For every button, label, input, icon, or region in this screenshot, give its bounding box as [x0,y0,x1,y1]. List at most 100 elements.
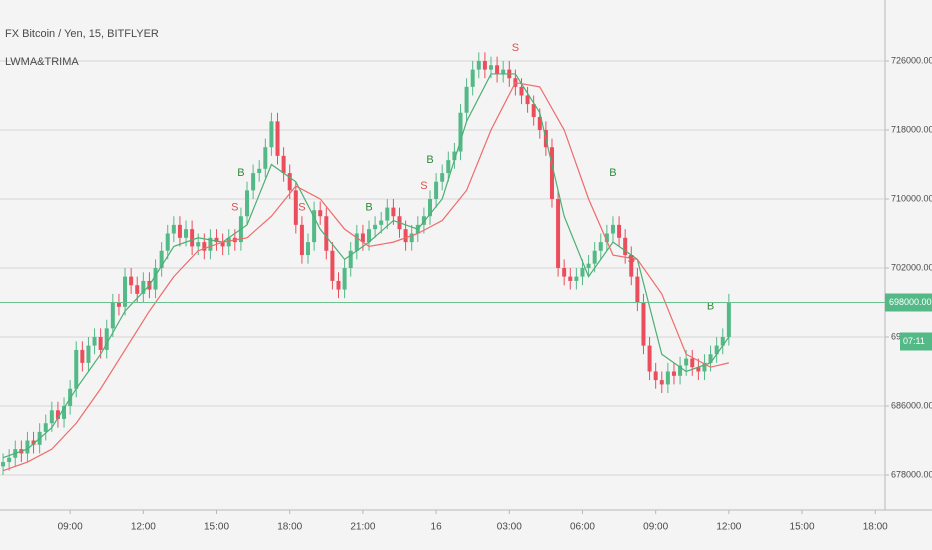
x-tick-label: 09:00 [643,522,668,533]
candle-body [671,371,676,376]
candle-body [196,242,201,247]
x-tick-label: 06:00 [570,522,595,533]
candle-body [330,250,335,281]
candle-body [501,69,506,74]
candle-body [110,302,115,329]
candle-body [537,117,542,130]
candle-body [604,233,609,243]
candle-body [49,410,54,424]
candle-body [403,229,408,243]
candle-body [98,336,103,350]
signal-label: S [298,202,305,214]
candle-body [269,121,274,148]
candle-body [281,155,286,174]
candle-body [220,242,225,247]
candle-body [7,457,12,463]
signal-label: B [237,167,244,179]
chart-title: FX Bitcoin / Yen, 15, BITFLYER [5,28,159,40]
signal-label: B [707,301,714,313]
candle-body [367,229,372,243]
candle-body [488,65,493,70]
candle-body [129,276,134,286]
signal-label: S [628,253,635,265]
candle-body [379,220,384,225]
signal-label: S [231,202,238,214]
candle-body [299,224,304,256]
candle-body [214,237,219,243]
candle-body [690,358,695,368]
signal-label: B [365,202,372,214]
candle-body [653,371,658,381]
candle-body [55,410,60,419]
x-tick-label: 18:00 [277,522,302,533]
x-tick-label: 03:00 [497,522,522,533]
candle-body [568,276,573,281]
candle-body [165,233,170,251]
candle-body [476,60,481,70]
x-tick-label: 18:00 [863,522,888,533]
candle-body [629,255,634,277]
candle-body [251,173,256,191]
candle-body [427,198,432,217]
candle-body [80,349,85,363]
y-tick-label: 710000.00 [891,193,932,203]
candle-body [202,242,207,251]
indicator-line [2,81,729,472]
candle-body [385,207,390,221]
candle-body [31,440,36,445]
candle-body [287,173,292,191]
x-tick-label: 12:00 [716,522,741,533]
y-tick-label: 718000.00 [891,124,932,134]
candle-body [74,349,79,389]
candle-body [531,104,536,118]
candle-body [440,173,445,182]
candle-body [586,263,591,268]
candle-body [641,302,646,346]
candle-body [482,60,487,70]
candle-body [617,224,622,238]
x-tick-label: 21:00 [350,522,375,533]
candle-body [92,336,97,346]
last-price-label: 698000.00 [889,297,932,307]
candle-body [226,237,231,247]
countdown-box [900,332,932,351]
candle-body [458,112,463,152]
signal-label: B [609,167,616,179]
candle-body [62,405,67,419]
candle-body [25,440,30,454]
signal-label: B [426,154,433,166]
candle-body [580,267,585,277]
candle-body [562,267,567,277]
candle-body [659,380,664,385]
y-tick-label: 702000.00 [891,262,932,272]
candle-body [708,354,713,363]
x-tick-label: 09:00 [58,522,83,533]
y-tick-label: 686000.00 [891,400,932,410]
candle-body [245,190,250,217]
candle-body [495,65,500,74]
candle-body [263,147,268,169]
candle-body [421,216,426,225]
signal-label: S [512,42,519,54]
y-tick-label: 726000.00 [891,55,932,65]
plot-area [0,52,885,476]
candle-body [391,207,396,217]
x-tick-label: 15:00 [790,522,815,533]
candle-body [123,276,128,307]
candle-body [635,276,640,303]
candle-body [519,86,524,96]
candle-body [623,237,628,256]
candle-body [135,285,140,294]
countdown-label: 07:11 [903,336,925,346]
candle-body [464,86,469,113]
candle-body [574,276,579,281]
candle-body [610,224,615,234]
candle-body [360,233,365,243]
candle-body [549,147,554,199]
candle-body [665,371,670,385]
y-tick-label: 678000.00 [891,469,932,479]
candle-body [116,302,121,307]
candle-body [153,267,158,290]
